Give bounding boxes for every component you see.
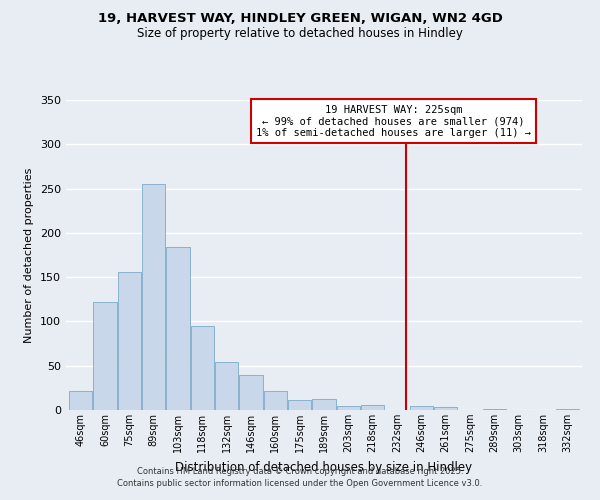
Bar <box>288 400 311 410</box>
Bar <box>239 376 263 410</box>
Bar <box>410 406 433 410</box>
Bar <box>69 390 92 410</box>
Bar <box>556 409 579 410</box>
Y-axis label: Number of detached properties: Number of detached properties <box>25 168 34 342</box>
Bar <box>94 302 116 410</box>
Bar <box>191 326 214 410</box>
Bar <box>337 406 360 410</box>
Bar <box>483 409 506 410</box>
Bar <box>118 272 141 410</box>
Bar <box>142 184 165 410</box>
Text: 19 HARVEST WAY: 225sqm
← 99% of detached houses are smaller (974)
1% of semi-det: 19 HARVEST WAY: 225sqm ← 99% of detached… <box>256 104 531 138</box>
Bar <box>313 400 335 410</box>
Bar <box>166 247 190 410</box>
Bar <box>215 362 238 410</box>
Text: 19, HARVEST WAY, HINDLEY GREEN, WIGAN, WN2 4GD: 19, HARVEST WAY, HINDLEY GREEN, WIGAN, W… <box>98 12 502 26</box>
X-axis label: Distribution of detached houses by size in Hindley: Distribution of detached houses by size … <box>175 460 473 473</box>
Bar <box>264 392 287 410</box>
Text: Size of property relative to detached houses in Hindley: Size of property relative to detached ho… <box>137 28 463 40</box>
Bar <box>361 404 384 410</box>
Bar <box>434 408 457 410</box>
Text: Contains HM Land Registry data © Crown copyright and database right 2025.
Contai: Contains HM Land Registry data © Crown c… <box>118 466 482 487</box>
